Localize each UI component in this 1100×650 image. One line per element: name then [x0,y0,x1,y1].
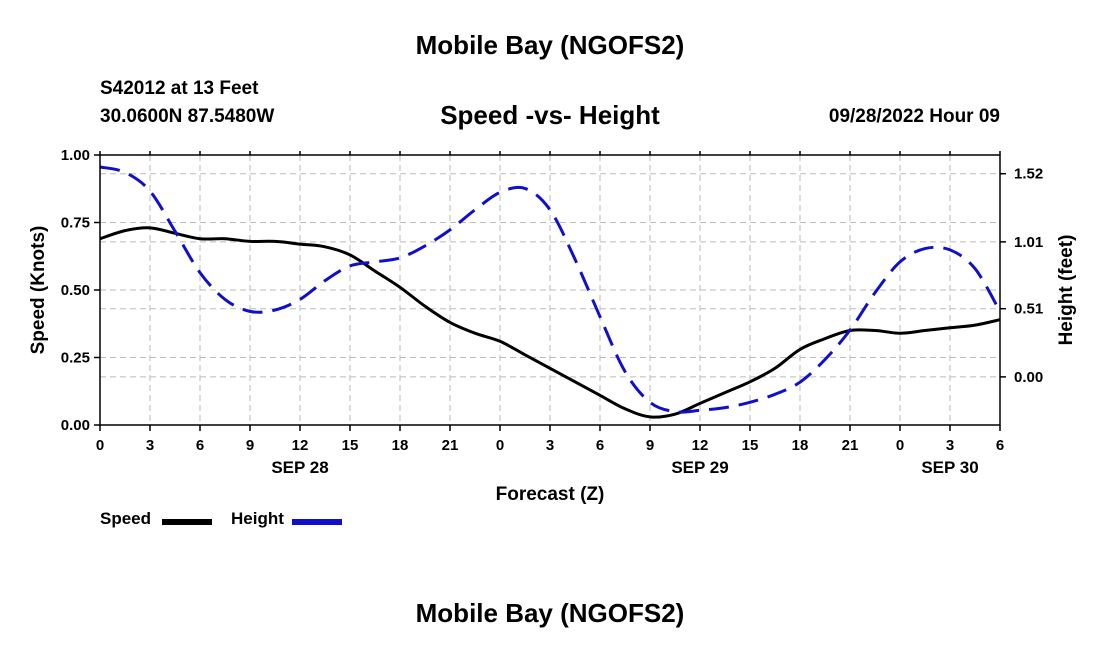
y2-tick-label: 1.52 [1014,166,1043,183]
y-tick-label: 0.50 [61,282,90,299]
x-tick-label: 9 [246,437,254,454]
x-tick-label: 3 [146,437,154,454]
y-axis-label: Speed (Knots) [28,226,49,355]
y2-tick-label: 1.01 [1014,234,1043,251]
y2-tick-label: 0.51 [1014,301,1043,318]
legend-height-swatch [292,519,342,525]
x-tick-label: 0 [496,437,504,454]
date-label: SEP 30 [921,458,978,477]
x-tick-label: 0 [96,437,104,454]
series-layer [99,165,1002,419]
x-tick-label: 3 [546,437,554,454]
y-tick-label: 0.00 [61,417,90,434]
date-label: SEP 28 [271,458,328,477]
x-tick-label: 6 [196,437,204,454]
station-label: S42012 at 13 Feet [100,78,259,99]
x-tick-label: 21 [442,437,459,454]
x-tick-label: 12 [292,437,309,454]
axes: 0 3 6 9 12 15 18 21 0 3 6 9 12 15 18 21 0 3 6 SEP 28 SEP 29 S… [61,147,1043,477]
chart-subtitle: Speed -vs- Height [440,100,660,130]
coordinates-label: 30.0600N 87.5480W [100,106,275,127]
legend-speed-label: Speed [100,509,152,528]
height-series-line [99,165,1002,414]
y2-axis-label: Height (feet) [1056,235,1077,346]
y-tick-label: 1.00 [61,147,90,164]
grid [100,155,1000,425]
x-tick-label: 21 [842,437,859,454]
x-axis-label: Forecast (Z) [496,484,605,505]
x-tick-label: 15 [342,437,359,454]
x-tick-label: 3 [946,437,954,454]
datetime-label: 09/28/2022 Hour 09 [828,106,1000,127]
x-tick-label: 18 [392,437,409,454]
date-label: SEP 29 [671,458,728,477]
y-tick-label: 0.25 [61,350,90,367]
y-tick-label: 0.75 [61,215,90,232]
footer-title: Mobile Bay (NGOFS2) [415,598,685,628]
x-tick-label: 6 [596,437,604,454]
y2-tick-label: 0.00 [1014,369,1043,386]
x-tick-label: 15 [742,437,759,454]
x-tick-label: 9 [646,437,654,454]
x-tick-label: 0 [896,437,904,454]
x-tick-label: 18 [792,437,809,454]
chart-title: Mobile Bay (NGOFS2) [415,30,685,60]
legend-height-label: Height [231,509,284,528]
legend-speed-swatch [162,519,212,525]
x-tick-label: 6 [996,437,1004,454]
x-tick-label: 12 [692,437,709,454]
